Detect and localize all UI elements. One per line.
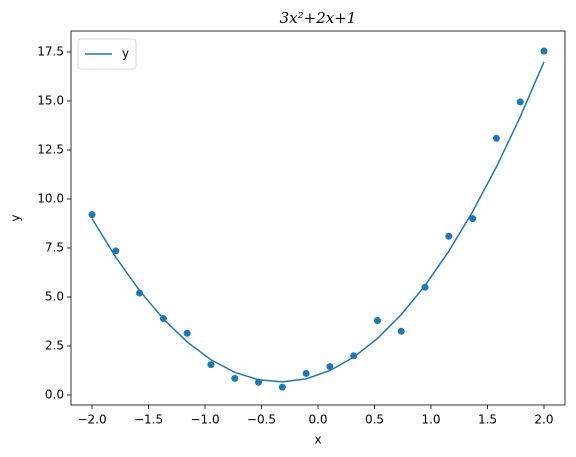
scatter-point — [421, 283, 429, 291]
scatter-point — [445, 232, 453, 240]
x-tick-label: 0.0 — [308, 413, 327, 427]
x-tick-label: 0.5 — [365, 413, 384, 427]
x-tick-label: −0.5 — [247, 413, 276, 427]
y-tick-label: 7.5 — [45, 240, 64, 254]
axes-frame — [70, 30, 566, 406]
y-tick-label: 12.5 — [37, 142, 64, 156]
scatter-point — [159, 315, 167, 323]
y-axis-label: y — [9, 214, 23, 221]
scatter-point — [350, 352, 358, 360]
scatter-point — [540, 47, 548, 55]
y-tick-label: 10.0 — [37, 191, 64, 205]
x-tick-label: −1.5 — [134, 413, 163, 427]
x-tick-label: −2.0 — [77, 413, 106, 427]
scatter-point — [255, 378, 263, 386]
y-tick-label: 15.0 — [37, 93, 64, 107]
scatter-point — [183, 329, 191, 337]
chart-title: 3x²+2x+1 — [280, 9, 357, 27]
scatter-point — [516, 98, 524, 106]
scatter-point — [112, 247, 120, 255]
scatter-point — [397, 327, 405, 335]
scatter-point — [88, 211, 96, 219]
line — [91, 61, 545, 383]
scatter-point — [231, 374, 239, 382]
y-tick-label: 0.0 — [45, 388, 64, 402]
scatter-point — [302, 369, 310, 377]
scatter-point — [278, 383, 286, 391]
legend-label: y — [122, 47, 129, 61]
scatter-point — [469, 215, 477, 223]
scatter-point — [373, 317, 381, 325]
y-tick-label: 17.5 — [37, 44, 64, 58]
scatter-point — [492, 134, 500, 142]
x-tick-label: 1.0 — [421, 413, 440, 427]
x-tick-label: 2.0 — [534, 413, 553, 427]
x-axis-label: x — [314, 433, 321, 447]
scatter-point — [326, 363, 334, 371]
y-tick-label: 2.5 — [45, 338, 64, 352]
x-tick-label: 1.5 — [478, 413, 497, 427]
scatter-point — [207, 361, 215, 369]
x-tick-label: −1.0 — [190, 413, 219, 427]
scatter-point — [136, 289, 144, 297]
y-tick-label: 5.0 — [45, 289, 64, 303]
